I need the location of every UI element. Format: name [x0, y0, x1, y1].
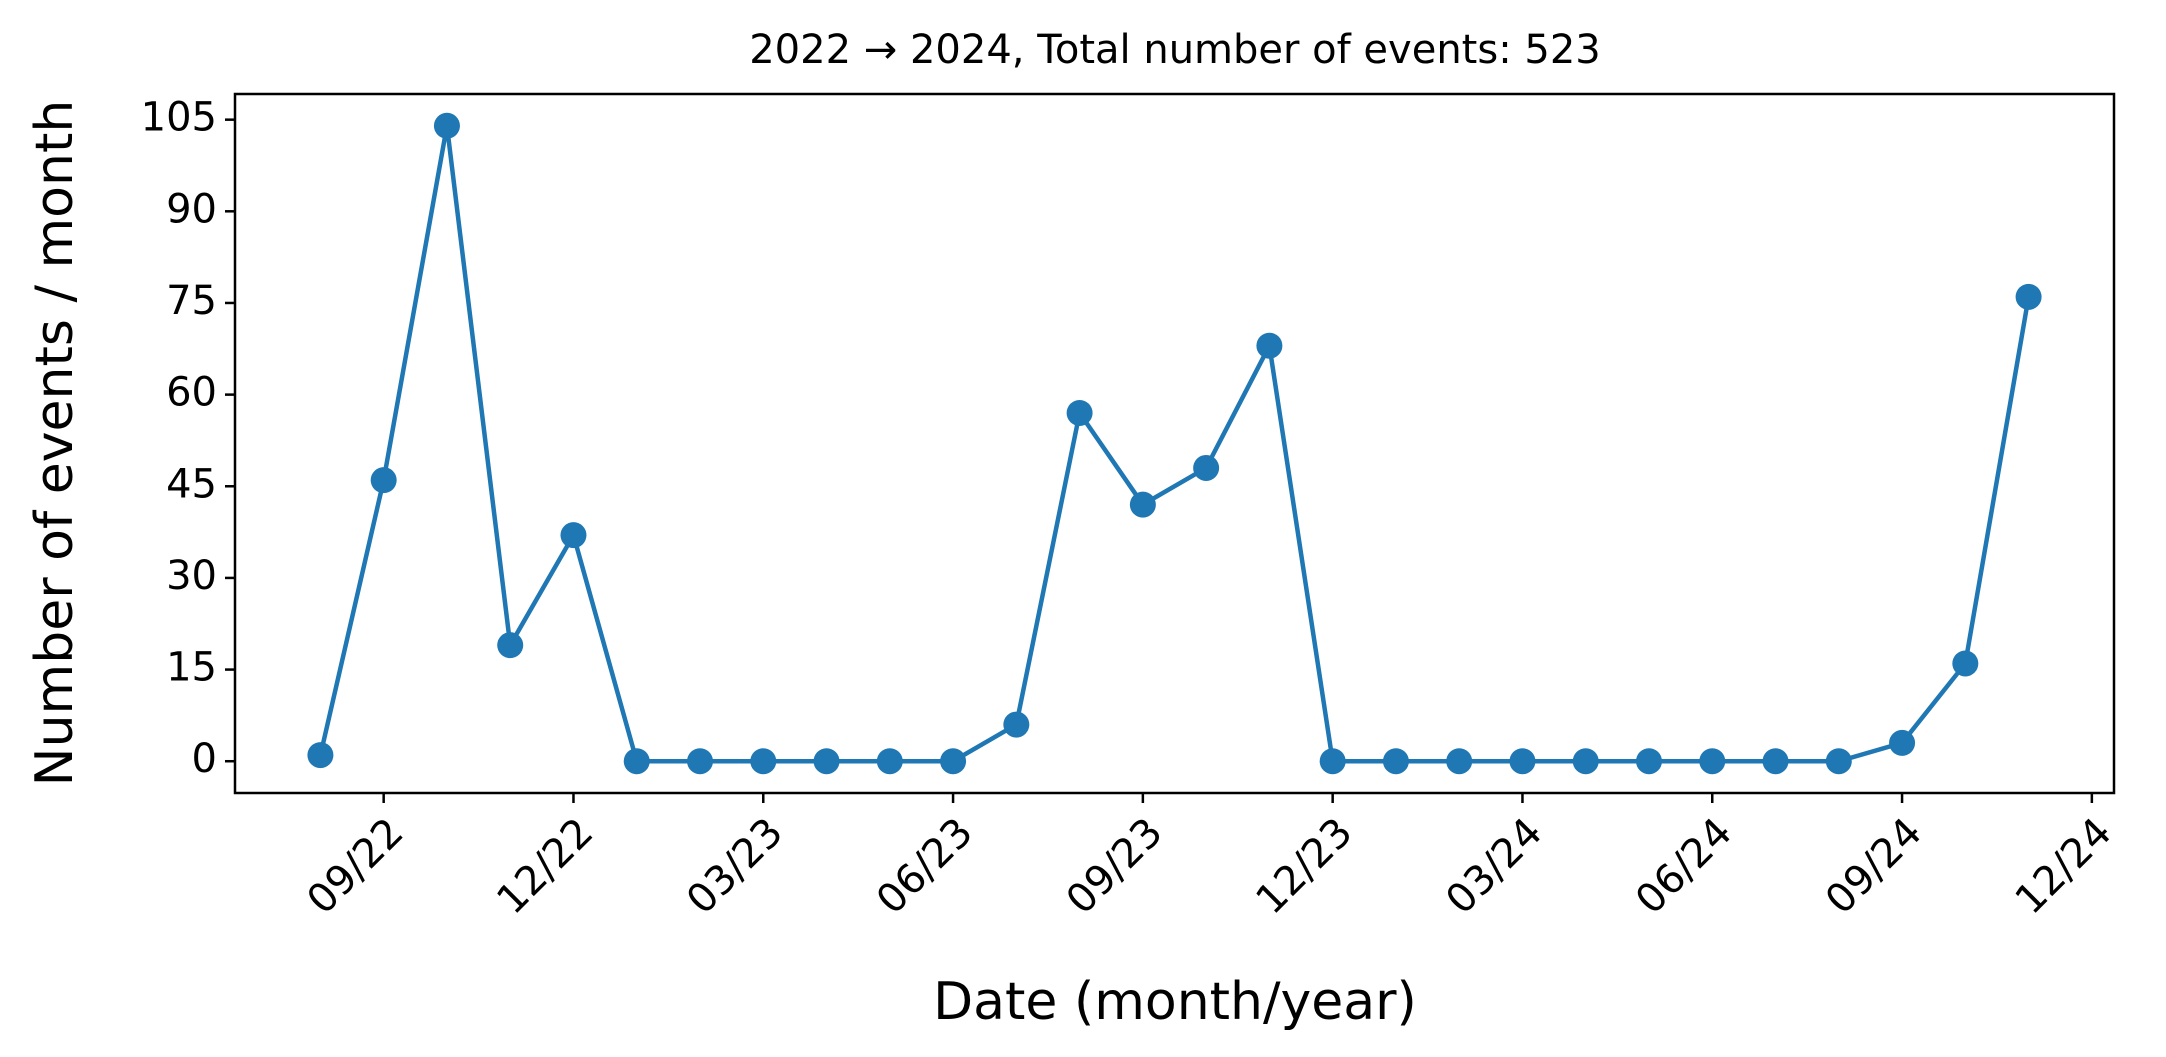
data-point — [876, 748, 903, 775]
data-point — [1889, 729, 1916, 756]
y-tick-label: 30 — [166, 553, 217, 599]
data-point — [2015, 283, 2042, 310]
x-tick-label: 09/24 — [1817, 809, 1931, 923]
data-point — [1762, 748, 1789, 775]
series-line — [318, 125, 2031, 764]
y-tick-label: 60 — [166, 370, 217, 416]
data-point — [1635, 748, 1662, 775]
data-point — [813, 748, 840, 775]
plot-frame — [233, 92, 2116, 795]
x-tick-label: 06/23 — [868, 809, 982, 923]
data-point — [1509, 748, 1536, 775]
y-tick-label: 90 — [166, 186, 217, 232]
data-point — [1952, 650, 1979, 677]
data-point — [433, 112, 460, 139]
x-tick-label: 09/22 — [298, 809, 412, 923]
x-tick-label: 03/24 — [1437, 809, 1551, 923]
data-point — [623, 748, 650, 775]
y-tick-label: 15 — [166, 645, 217, 691]
data-point — [1319, 748, 1346, 775]
data-point — [1699, 748, 1726, 775]
y-tick-label: 45 — [166, 461, 217, 507]
data-point — [687, 748, 714, 775]
data-point — [1572, 748, 1599, 775]
x-tick-label: 12/22 — [488, 809, 602, 923]
y-tick-label: 105 — [141, 95, 217, 141]
x-tick-label: 12/23 — [1247, 809, 1361, 923]
x-tick-label: 12/24 — [2007, 809, 2121, 923]
data-point — [1825, 748, 1852, 775]
y-tick-label: 0 — [192, 736, 217, 782]
data-point — [1256, 332, 1283, 359]
data-point — [1129, 491, 1156, 518]
data-point — [750, 748, 777, 775]
data-point — [940, 748, 967, 775]
data-point — [307, 742, 334, 769]
data-point — [1003, 711, 1030, 738]
data-point — [1066, 399, 1093, 426]
data-point — [497, 632, 524, 659]
data-point — [370, 467, 397, 494]
data-point — [560, 522, 587, 549]
data-point — [1193, 454, 1220, 481]
data-point — [1382, 748, 1409, 775]
y-axis-label: Number of events / month — [25, 100, 85, 787]
x-tick-label: 06/24 — [1627, 809, 1741, 923]
x-axis-label: Date (month/year) — [933, 972, 1417, 1032]
y-tick-label: 75 — [166, 278, 217, 324]
x-tick-label: 09/23 — [1058, 809, 1172, 923]
x-tick-label: 03/23 — [678, 809, 792, 923]
chart-title: 2022 → 2024, Total number of events: 523 — [749, 27, 1601, 73]
data-point — [1446, 748, 1473, 775]
